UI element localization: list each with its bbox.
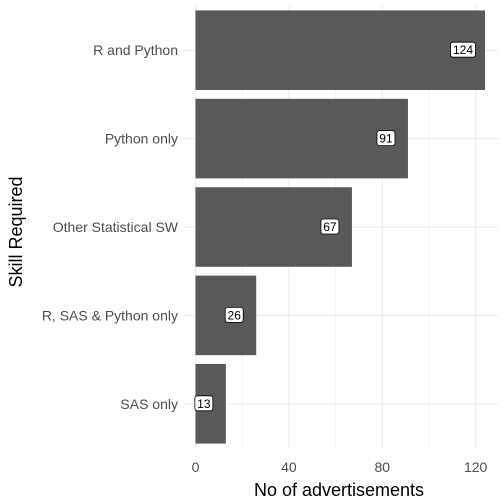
- data-label-text: 13: [197, 397, 211, 411]
- x-axis-title: No of advertisements: [254, 480, 424, 500]
- y-tick-label: R and Python: [93, 42, 178, 58]
- x-axis-tick-labels: 0 40 80 120: [192, 459, 488, 475]
- data-label-box: [376, 130, 396, 147]
- data-label-box: [450, 41, 476, 58]
- data-label-text: 91: [379, 132, 393, 146]
- data-label-box: [224, 306, 244, 323]
- x-tick-label: 0: [192, 459, 200, 475]
- data-label-box: [194, 395, 214, 412]
- x-tick-label: 80: [374, 459, 390, 475]
- data-label: 91: [376, 130, 396, 147]
- data-label: 67: [320, 218, 340, 235]
- data-label: 26: [224, 306, 244, 323]
- bar: [195, 10, 485, 90]
- y-tick-label: Other Statistical SW: [53, 219, 179, 235]
- x-tick-label: 40: [281, 459, 297, 475]
- data-label-text: 67: [323, 220, 337, 234]
- bar: [195, 98, 408, 179]
- y-axis-tick-labels: R and Python Python only Other Statistical…: [42, 42, 179, 412]
- data-labels: 124 91 67 26 13: [194, 41, 476, 412]
- data-label-text: 124: [453, 43, 473, 57]
- y-tick-label: Python only: [105, 131, 178, 147]
- data-label: 13: [194, 395, 214, 412]
- data-label-text: 26: [228, 308, 242, 322]
- data-label: 124: [450, 41, 476, 58]
- x-tick-label: 120: [464, 459, 488, 475]
- y-tick-label: R, SAS & Python only: [42, 307, 178, 323]
- y-tick-label: SAS only: [120, 396, 178, 412]
- y-axis-title: Skill Required: [6, 176, 26, 287]
- data-label-box: [320, 218, 340, 235]
